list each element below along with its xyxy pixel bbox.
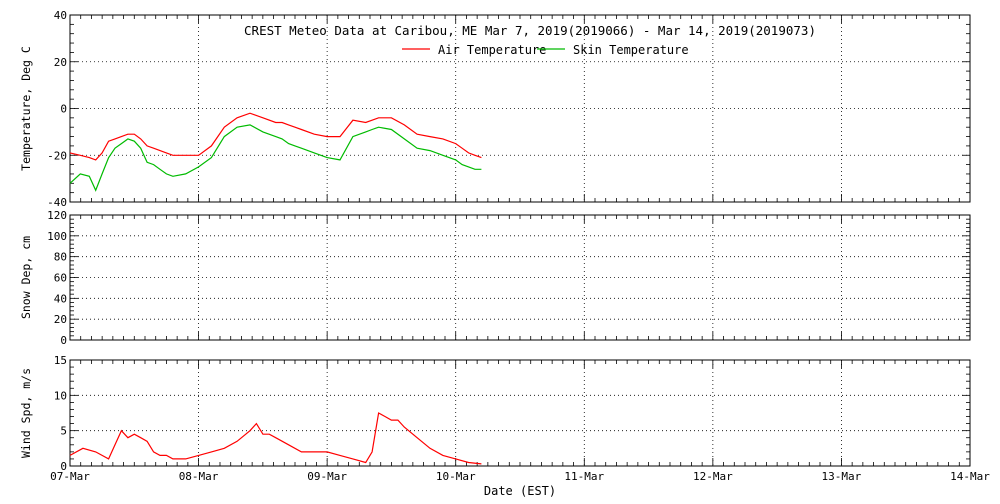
temperature-y-tick-label: 40 [54,9,67,22]
temperature-series-line-0 [69,112,482,161]
x-tick-label: 08-Mar [179,470,219,483]
temperature-y-tick-label: -40 [47,196,67,209]
x-tick-label: 12-Mar [693,470,733,483]
wind-frame [69,359,971,467]
temperature-panel: -40 -20 0 20 40 Temperature, Deg C Air Tempera… [19,9,971,209]
x-tick-label: 11-Mar [564,470,604,483]
chart-title: CREST Meteo Data at Caribou, ME Mar 7, 2… [244,23,816,38]
snow-y-tick-label: 60 [54,272,67,285]
wind-y-tick-label: 15 [54,354,67,367]
wind-series-line-0 [69,412,482,465]
wind-y-tick-label: 10 [54,389,67,402]
wind-panel: 0 5 10 15 Wind Spd, m/s [19,354,971,473]
wind-y-tick-label: 5 [60,425,67,438]
x-tick-label: 07-Mar [50,470,90,483]
snow-y-tick-label: 120 [47,209,67,222]
temperature-y-tick-label: -20 [47,149,67,162]
x-tick-label: 13-Mar [822,470,862,483]
snow-y-tick-label: 100 [47,230,67,243]
snow-panel: 0 20 40 60 80 100 120 Snow Dep, cm [19,209,971,347]
snow-y-tick-label: 40 [54,292,67,305]
snow-y-tick-label: 20 [54,313,67,326]
temperature-series-line-1 [69,124,482,192]
legend-label-0: Air Temperature [438,43,546,57]
legend-label-1: Skin Temperature [573,43,689,57]
wind-y-axis-label: Wind Spd, m/s [19,368,33,458]
x-axis-label: Date (EST) [484,484,556,498]
wind-y-tick-label: 0 [60,460,67,473]
temperature-y-tick-label: 20 [54,56,67,69]
x-tick-label: 14-Mar [950,470,990,483]
x-tick-label: 10-Mar [436,470,476,483]
snow-y-axis-label: Snow Dep, cm [19,236,33,319]
temperature-y-axis-label: Temperature, Deg C [19,46,33,171]
x-tick-label: 09-Mar [307,470,347,483]
snow-y-tick-label: 80 [54,251,67,264]
temperature-y-tick-label: 0 [60,103,67,116]
snow-y-tick-label: 0 [60,334,67,347]
